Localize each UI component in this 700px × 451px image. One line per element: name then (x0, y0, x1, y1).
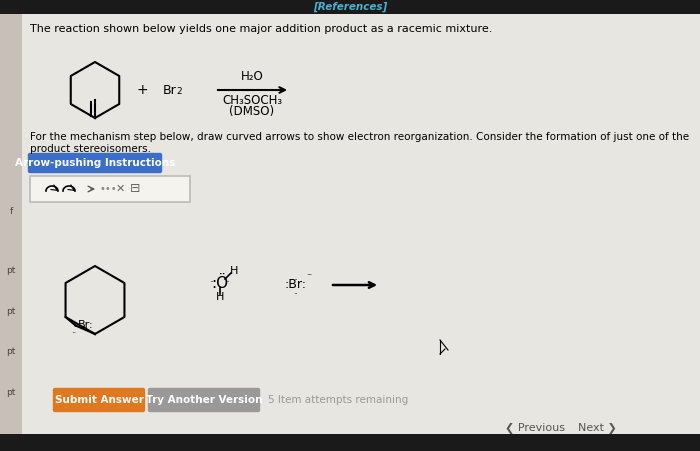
Text: H: H (216, 292, 224, 302)
Text: pt: pt (6, 388, 15, 397)
Text: The reaction shown below yields one major addition product as a racemic mixture.: The reaction shown below yields one majo… (30, 24, 492, 34)
FancyBboxPatch shape (53, 388, 144, 411)
Text: CH₃SOCH₃: CH₃SOCH₃ (222, 95, 282, 107)
Text: Br: Br (163, 83, 176, 97)
Text: +: + (136, 83, 148, 97)
Bar (0, 14, 22, 451)
Text: ⊟: ⊟ (130, 183, 140, 195)
Text: H₂O: H₂O (241, 69, 263, 83)
FancyBboxPatch shape (29, 153, 162, 172)
Text: Br:: Br: (78, 321, 93, 331)
Bar (0, 434, 700, 451)
Text: ..: .. (71, 326, 76, 335)
Text: ..: .. (225, 276, 230, 285)
Text: H: H (230, 266, 238, 276)
Text: ⁻: ⁻ (307, 272, 312, 282)
Text: •••: ••• (99, 184, 117, 194)
Bar (30, 176, 190, 202)
Text: ..: .. (293, 287, 297, 296)
Text: ❮ Previous: ❮ Previous (505, 423, 565, 433)
Text: pt: pt (6, 347, 15, 356)
Text: 5 Item attempts remaining: 5 Item attempts remaining (268, 395, 408, 405)
Bar (0, 0, 700, 14)
Text: Try Another Version: Try Another Version (146, 395, 262, 405)
Text: (DMSO): (DMSO) (230, 106, 274, 119)
Text: [References]: [References] (313, 2, 387, 12)
Text: Arrow-pushing Instructions: Arrow-pushing Instructions (15, 158, 175, 168)
Text: ..: .. (209, 276, 214, 285)
Text: pt: pt (6, 307, 15, 316)
Text: For the mechanism step below, draw curved arrows to show electron reorganization: For the mechanism step below, draw curve… (30, 132, 689, 154)
Text: Submit Answer: Submit Answer (55, 395, 144, 405)
Text: f: f (9, 207, 13, 216)
Text: Next ❯: Next ❯ (578, 423, 617, 433)
FancyBboxPatch shape (148, 388, 260, 411)
Text: pt: pt (6, 266, 15, 275)
Text: 2: 2 (176, 87, 181, 96)
Text: :Ö: :Ö (211, 276, 229, 290)
Text: ✕: ✕ (116, 184, 125, 194)
Text: ..: .. (293, 273, 297, 282)
Text: :Br:: :Br: (284, 279, 306, 291)
